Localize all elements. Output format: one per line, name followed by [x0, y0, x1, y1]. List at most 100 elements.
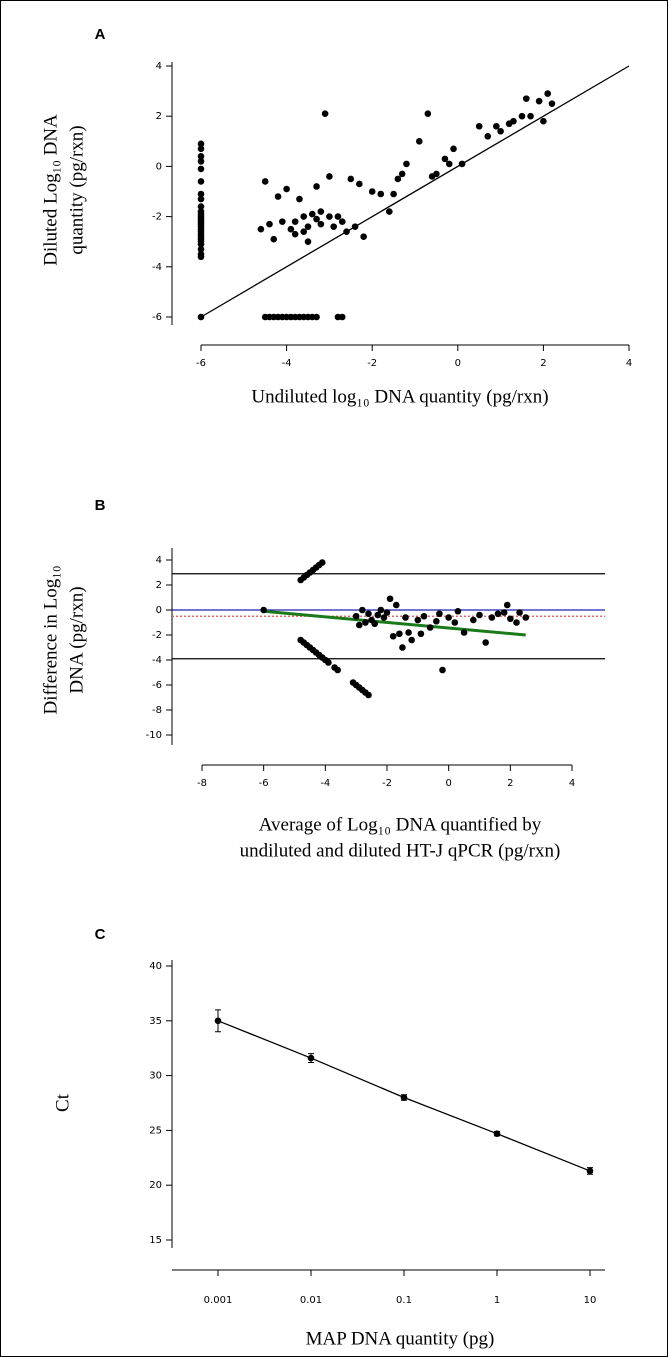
data-point	[399, 644, 406, 651]
data-point	[420, 612, 428, 620]
x-tick-label: 4	[569, 778, 575, 789]
y-tick-label: 30	[149, 1071, 162, 1082]
y-tick-label: -10	[146, 730, 162, 741]
data-point	[389, 632, 397, 640]
reference-line	[200, 65, 630, 318]
y-tick-label: -6	[152, 680, 162, 691]
data-point	[296, 195, 303, 203]
data-point	[377, 190, 385, 198]
data-point	[334, 213, 342, 220]
data-point	[484, 132, 492, 140]
y-axis-label: quantity (pg/rxn)	[66, 125, 87, 254]
data-point	[371, 620, 378, 628]
data-point	[270, 235, 278, 243]
data-point	[197, 140, 205, 148]
y-tick-label: 35	[149, 1016, 162, 1027]
data-point	[522, 95, 530, 102]
data-point	[383, 609, 391, 616]
data-point	[441, 155, 449, 163]
y-tick-label: 40	[149, 961, 162, 972]
data-point	[390, 190, 397, 198]
y-tick-label: 20	[149, 1180, 162, 1191]
data-point	[362, 619, 369, 626]
data-point	[291, 230, 299, 238]
x-tick-label: 0.001	[204, 1295, 233, 1306]
y-axis-label: Difference in Log₁₀	[40, 565, 61, 714]
x-axis-label: MAP DNA quantity (pg)	[306, 1328, 495, 1349]
x-tick-label: -4	[320, 778, 330, 789]
x-tick-label: -6	[259, 778, 269, 789]
regression-line	[263, 609, 526, 637]
data-point	[347, 175, 355, 183]
data-point	[279, 218, 286, 225]
data-point	[386, 595, 394, 603]
data-point	[326, 173, 333, 180]
data-point	[414, 616, 422, 624]
data-point	[308, 210, 316, 218]
data-point	[405, 629, 412, 636]
y-tick-label: 2	[156, 111, 162, 122]
data-point	[497, 127, 504, 135]
x-tick-label: 0	[445, 778, 451, 789]
y-tick-label: -2	[152, 630, 162, 641]
data-point	[458, 160, 466, 168]
data-point	[197, 245, 205, 253]
panel-label: B	[95, 497, 106, 514]
panel-label: C	[95, 926, 106, 943]
x-tick-label: 1	[494, 1295, 500, 1306]
data-point	[417, 630, 425, 638]
data-point	[334, 666, 341, 674]
data-point	[317, 220, 325, 228]
data-point	[356, 180, 363, 188]
data-point	[313, 183, 320, 190]
data-point	[386, 208, 393, 215]
y-tick-label: -6	[152, 312, 162, 323]
data-point	[398, 170, 406, 178]
x-tick-label: 0.01	[300, 1295, 322, 1306]
data-point	[343, 228, 350, 235]
data-point	[260, 606, 267, 614]
y-axis-label: DNA (pg/rxn)	[66, 586, 87, 693]
x-tick-label: 0	[455, 358, 461, 369]
data-point	[513, 619, 520, 626]
data-point	[482, 639, 489, 646]
data-point	[291, 218, 299, 225]
data-point	[475, 122, 483, 130]
data-point	[359, 606, 366, 614]
x-tick-label: -2	[382, 778, 392, 789]
data-point	[351, 223, 359, 230]
data-point	[313, 313, 320, 321]
x-tick-label: -4	[282, 358, 292, 369]
data-point	[325, 659, 332, 666]
data-point	[445, 160, 453, 168]
data-point	[392, 601, 400, 609]
data-point	[494, 610, 502, 618]
data-point	[470, 616, 477, 624]
data-point	[330, 223, 337, 230]
data-point	[197, 153, 205, 160]
data-point	[586, 1167, 594, 1175]
data-point	[445, 614, 452, 621]
data-point	[197, 313, 205, 321]
y-tick-label: 15	[149, 1235, 162, 1246]
x-axis-label: Undiluted log₁₀ DNA quantity (pg/rxn)	[251, 386, 548, 407]
data-point	[317, 208, 325, 215]
data-point	[522, 614, 530, 621]
data-point	[197, 165, 205, 173]
data-point	[377, 606, 385, 614]
data-point	[338, 218, 346, 225]
data-point	[510, 117, 517, 125]
x-tick-label: 0.1	[396, 1295, 412, 1306]
data-point	[304, 238, 312, 245]
data-point	[527, 112, 534, 120]
x-axis-label: Average of Log₁₀ DNA quantified by	[259, 814, 542, 835]
data-point	[544, 90, 551, 97]
data-point	[338, 313, 346, 321]
data-point	[368, 188, 376, 195]
data-point	[493, 122, 500, 130]
data-point	[451, 619, 459, 626]
data-point	[433, 170, 440, 178]
data-point	[197, 158, 205, 165]
data-point	[318, 559, 326, 566]
data-point	[396, 630, 403, 638]
